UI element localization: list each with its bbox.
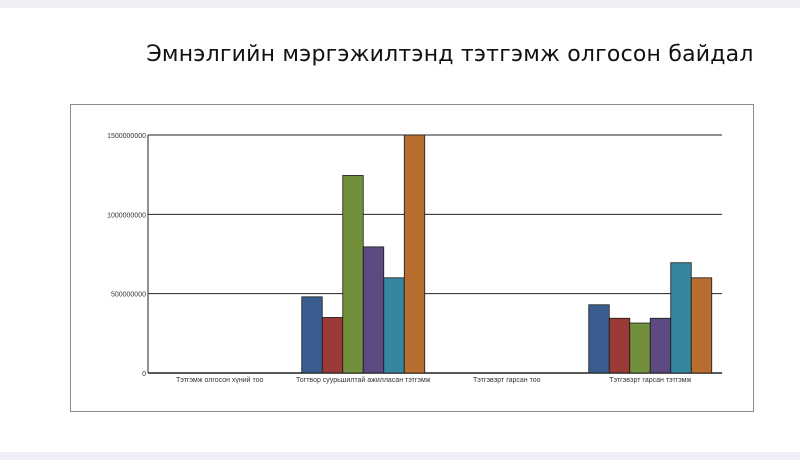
bar [649,317,672,374]
top-strip [0,0,800,8]
y-tick-label: 500000000 [111,292,146,299]
bar [608,317,631,374]
bar [301,296,323,374]
bar [362,246,385,374]
bar [383,277,405,374]
x-tick-label: Тэтгэвэрт гарсан тэтгэмж [609,377,691,384]
bottom-strip [0,452,800,460]
chart-title: Эмнэлгийн мэргэжилтэнд тэтгэмж олгосон б… [146,42,754,67]
x-tick-label: Тэтгэмж олгосон хүний тоо [176,376,264,384]
bar [629,322,651,374]
y-tick-label: 0 [142,371,146,378]
bar [342,175,364,374]
bar [588,304,610,374]
x-tick-label: Тэтгэвэрт гарсан тоо [473,377,541,384]
bar [690,277,713,374]
x-tick-label: Тогтвор суурьшилтай ажилласан тэтгэмж [296,376,431,384]
bar [321,317,344,374]
y-tick-label: 1500000000 [107,133,146,140]
bar [403,134,426,374]
y-tick-label: 1000000000 [107,212,146,219]
bar [670,262,692,374]
